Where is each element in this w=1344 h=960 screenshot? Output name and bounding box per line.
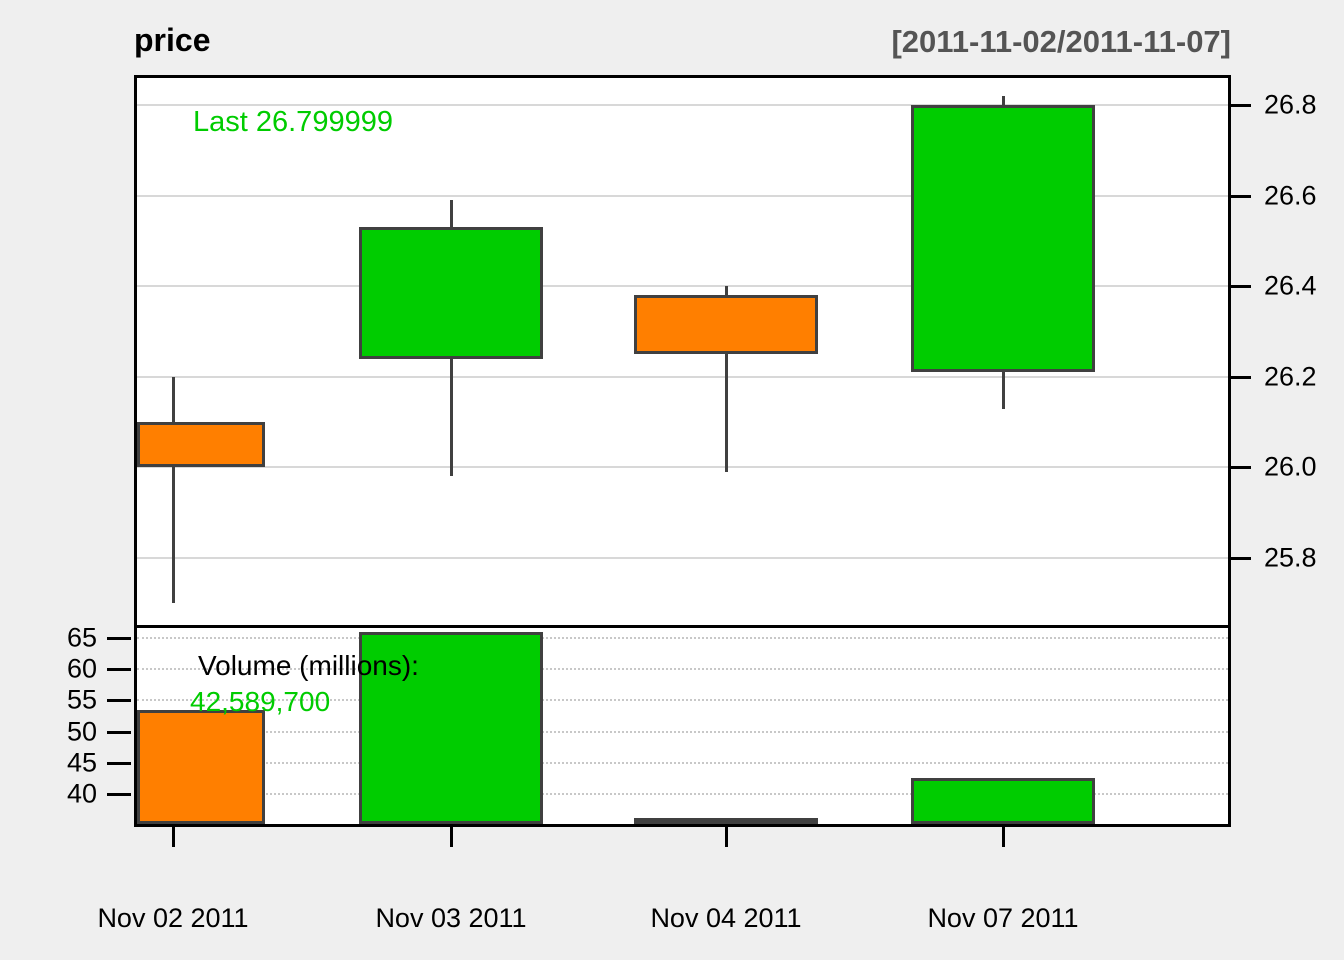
page-title: price: [134, 22, 211, 58]
price-axis-tick: [1229, 194, 1251, 198]
candle-body: [137, 422, 265, 468]
volume-axis-tick: [107, 637, 131, 640]
price-axis-label: 26.4: [1264, 270, 1317, 301]
x-axis-tick: [172, 827, 175, 847]
volume-axis-label: 40: [66, 778, 97, 809]
volume-bar: [911, 777, 1095, 824]
candle-body: [634, 295, 818, 355]
volume-gridline: [137, 699, 1228, 702]
volume-axis-label: 55: [66, 684, 97, 715]
price-axis-tick: [1229, 375, 1251, 379]
volume-axis-tick: [107, 761, 131, 765]
price-axis-tick: [1229, 285, 1251, 289]
price-axis-label: 26.2: [1264, 361, 1317, 392]
candle-body: [359, 227, 543, 359]
volume-value-label: 42,589,700: [190, 686, 331, 717]
price-axis-tick: [1229, 466, 1251, 470]
price-axis-tick: [1229, 104, 1251, 107]
volume-axis-label: 60: [66, 653, 97, 684]
price-axis-tick: [1229, 557, 1251, 560]
price-gridline: [137, 285, 1228, 288]
volume-axis-tick: [107, 793, 131, 796]
volume-title-label: Volume (millions):: [198, 650, 419, 681]
x-axis-tick: [450, 827, 453, 847]
chart-frame: Last 26.799999 Volume (millions): 42,589…: [134, 75, 1231, 827]
volume-bar: [137, 710, 265, 824]
volume-panel: Volume (millions): 42,589,700: [137, 628, 1228, 824]
price-gridline: [137, 375, 1228, 378]
price-axis-label: 25.8: [1264, 542, 1317, 573]
price-panel: Last 26.799999: [137, 78, 1228, 625]
volume-bar: [634, 817, 818, 824]
price-gridline: [137, 104, 1228, 106]
volume-gridline: [137, 761, 1228, 764]
price-gridline: [137, 557, 1228, 559]
panel-separator: [137, 625, 1228, 628]
last-price-label: Last 26.799999: [193, 106, 393, 138]
price-axis-label: 26.6: [1264, 180, 1317, 211]
x-axis-label: Nov 02 2011: [97, 903, 249, 933]
volume-axis-label: 50: [66, 716, 97, 747]
volume-gridline: [137, 637, 1228, 639]
price-axis-label: 26.8: [1264, 89, 1317, 120]
x-axis-label: Nov 07 2011: [927, 903, 1079, 933]
x-axis-label: Nov 04 2011: [650, 903, 802, 933]
x-axis-tick: [1002, 827, 1005, 847]
x-axis-label: Nov 03 2011: [375, 903, 527, 933]
price-gridline: [137, 194, 1228, 197]
volume-gridline: [137, 668, 1228, 671]
price-gridline: [137, 466, 1228, 469]
volume-gridline: [137, 730, 1228, 733]
volume-axis-tick: [107, 730, 131, 734]
candle-wick: [172, 376, 175, 604]
x-axis-tick: [725, 827, 728, 847]
volume-axis-label: 45: [66, 747, 97, 778]
volume-axis-tick: [107, 668, 131, 672]
volume-bar: [359, 631, 543, 824]
volume-axis-label: 65: [66, 622, 97, 653]
candle-wick: [725, 286, 728, 472]
price-axis-label: 26.0: [1264, 451, 1317, 482]
date-range-label: [2011-11-02/2011-11-07]: [891, 24, 1231, 59]
candle-body: [911, 105, 1095, 373]
volume-axis-tick: [107, 699, 131, 703]
volume-gridline: [137, 793, 1228, 795]
